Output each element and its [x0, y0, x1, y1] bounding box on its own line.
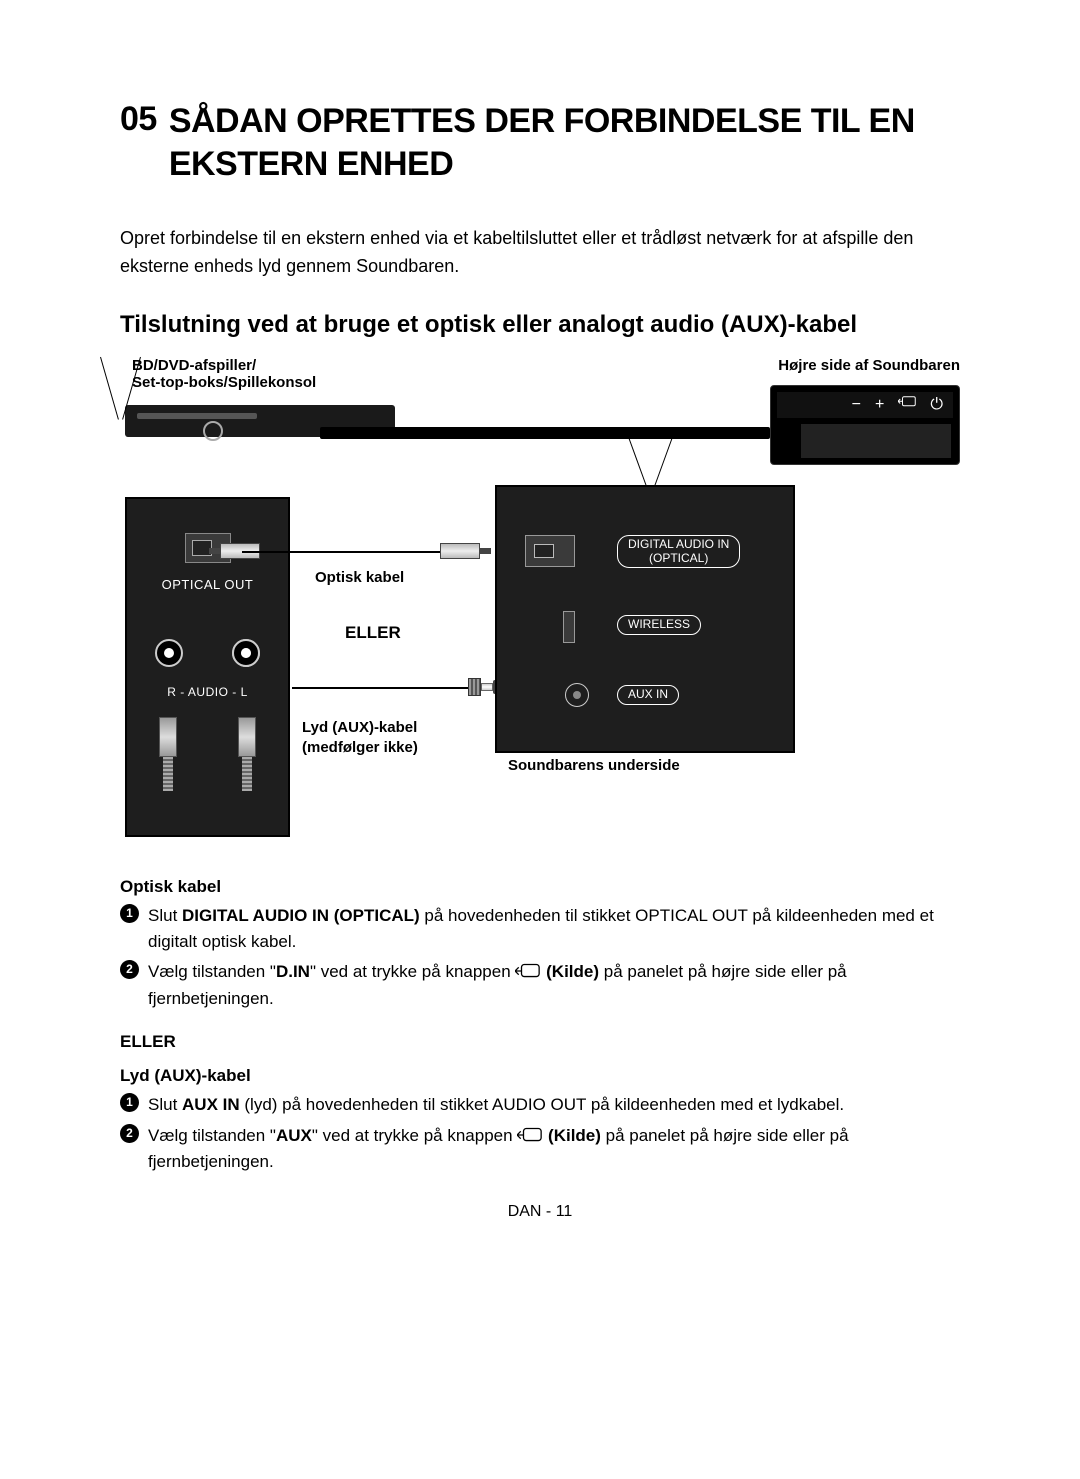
step-number-2: 2	[120, 960, 139, 979]
step-number-2b: 2	[120, 1124, 139, 1143]
soundbar-underside-label: Soundbarens underside	[508, 757, 680, 774]
step-number-1b: 1	[120, 1093, 139, 1112]
chapter-number: 05	[120, 100, 157, 185]
eller-between-cables: ELLER	[345, 623, 401, 643]
source-icon	[517, 1126, 543, 1144]
aux-in-port	[565, 683, 589, 707]
aux-in-badge: AUX IN	[617, 685, 679, 705]
power-button-icon: ⏻	[930, 396, 943, 414]
aux-cable-label-1: Lyd (AUX)-kabel	[302, 719, 417, 736]
optical-plug-right	[440, 543, 480, 559]
rca-jack-right	[155, 639, 183, 667]
volume-up-button: +	[875, 396, 884, 414]
source-back-panel: OPTICAL OUT R - AUDIO - L	[125, 497, 290, 837]
connection-diagram: BD/DVD-afspiller/ Set-top-boks/Spillekon…	[120, 357, 960, 857]
aux-step-2: 2 Vælg tilstanden "AUX" ved at trykke på…	[120, 1123, 960, 1176]
digital-audio-in-port	[525, 535, 575, 567]
soundbar-underside-panel: DIGITAL AUDIO IN (OPTICAL) WIRELESS AUX …	[495, 485, 795, 753]
soundbar-bar-graphic	[320, 427, 770, 439]
optical-step-1: 1 Slut DIGITAL AUDIO IN (OPTICAL) på hov…	[120, 903, 960, 956]
chapter-text: SÅDAN OPRETTES DER FORBINDELSE TIL EN EK…	[169, 100, 960, 185]
step-number-1: 1	[120, 904, 139, 923]
optical-out-label: OPTICAL OUT	[127, 577, 288, 592]
optical-steps: 1 Slut DIGITAL AUDIO IN (OPTICAL) på hov…	[120, 903, 960, 1012]
digital-audio-in-badge: DIGITAL AUDIO IN (OPTICAL)	[617, 535, 740, 569]
aux-step-1: 1 Slut AUX IN (lyd) på hovedenheden til …	[120, 1092, 960, 1118]
optical-step-2: 2 Vælg tilstanden "D.IN" ved at trykke p…	[120, 959, 960, 1012]
aux-heading: Lyd (AUX)-kabel	[120, 1066, 960, 1086]
chapter-title: 05 SÅDAN OPRETTES DER FORBINDELSE TIL EN…	[120, 100, 960, 185]
audio-rl-label: R - AUDIO - L	[127, 685, 288, 699]
volume-down-button: −	[852, 396, 861, 414]
rca-plug-right	[159, 717, 177, 791]
aux-steps: 1 Slut AUX IN (lyd) på hovedenheden til …	[120, 1092, 960, 1175]
rca-plug-left	[238, 717, 256, 791]
optical-cable-label: Optisk kabel	[315, 569, 404, 586]
wireless-badge: WIRELESS	[617, 615, 701, 635]
aux-cable-line	[292, 687, 468, 689]
soundbar-side-label: Højre side af Soundbaren	[778, 357, 960, 374]
aux-plug	[468, 677, 498, 697]
optical-heading: Optisk kabel	[120, 877, 960, 897]
source-device-label: BD/DVD-afspiller/ Set-top-boks/Spillekon…	[132, 357, 316, 391]
page-footer: DAN - 11	[120, 1203, 960, 1221]
soundbar-side-buttons: − + ⏻	[777, 392, 953, 418]
intro-paragraph: Opret forbindelse til en ekstern enhed v…	[120, 225, 960, 281]
wireless-port	[563, 611, 575, 643]
eller-heading: ELLER	[120, 1032, 960, 1052]
soundbar-side-body	[801, 424, 951, 458]
soundbar-side-panel: − + ⏻	[770, 385, 960, 465]
source-icon	[515, 962, 541, 980]
source-button-icon	[898, 395, 916, 414]
aux-cable-label-2: (medfølger ikke)	[302, 739, 418, 756]
section-title: Tilslutning ved at bruge et optisk eller…	[120, 311, 960, 339]
optical-cable-line	[242, 551, 462, 553]
